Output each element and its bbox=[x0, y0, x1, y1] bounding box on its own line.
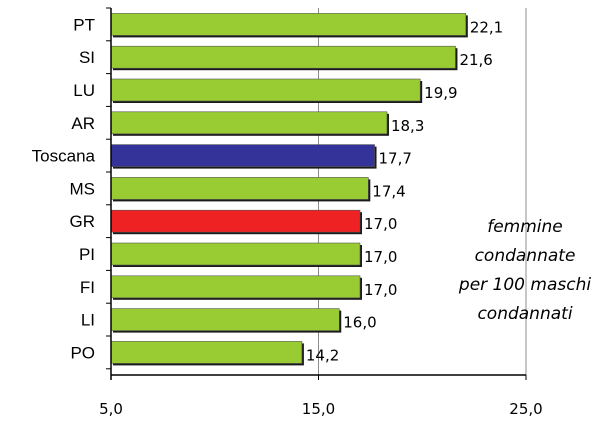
value-label: 17,0 bbox=[364, 248, 397, 266]
chart-annotation: femmine condannate per 100 maschi condan… bbox=[440, 213, 609, 329]
category-label: FI bbox=[80, 278, 95, 297]
value-label: 16,0 bbox=[343, 314, 376, 332]
annotation-line-3: per 100 maschi bbox=[458, 275, 592, 295]
category-label: AR bbox=[71, 114, 95, 133]
bar-li bbox=[110, 308, 340, 331]
value-label: 19,9 bbox=[424, 84, 457, 102]
annotation-line-2: condannate bbox=[474, 246, 576, 266]
value-label: 17,0 bbox=[364, 281, 397, 299]
category-label: Toscana bbox=[32, 147, 96, 166]
category-label: PI bbox=[79, 245, 95, 264]
bar-lu bbox=[110, 78, 421, 102]
axes bbox=[106, 7, 527, 380]
annotation-line-1: femmine bbox=[487, 217, 563, 237]
value-label: 17,7 bbox=[379, 150, 412, 168]
annotation-line-4: condannati bbox=[477, 304, 573, 324]
value-label: 17,0 bbox=[364, 215, 397, 233]
category-label: LU bbox=[73, 81, 95, 100]
bar-ar bbox=[110, 111, 388, 135]
bar-po bbox=[110, 341, 303, 364]
category-label: SI bbox=[79, 48, 95, 67]
value-label: 17,4 bbox=[372, 182, 405, 200]
bar-pt bbox=[110, 13, 467, 36]
value-label: 14,2 bbox=[306, 346, 339, 364]
bar-ms bbox=[110, 177, 369, 200]
value-label: 21,6 bbox=[459, 51, 492, 69]
x-tick-label: 15,0 bbox=[302, 400, 335, 418]
category-label: MS bbox=[70, 179, 96, 198]
category-label: PT bbox=[73, 15, 95, 34]
x-tick-label: 25,0 bbox=[509, 400, 542, 418]
bar-fi bbox=[110, 275, 361, 299]
bars bbox=[110, 13, 468, 366]
bar-gr bbox=[110, 209, 361, 233]
x-tick-label: 5,0 bbox=[99, 400, 123, 418]
category-label: LI bbox=[81, 311, 95, 330]
bar-pi bbox=[110, 242, 361, 266]
bar-si bbox=[110, 45, 456, 69]
bar-toscana bbox=[110, 144, 375, 167]
category-label: PO bbox=[70, 343, 95, 362]
value-label: 22,1 bbox=[470, 18, 503, 36]
labels: PT 22,1 SI 21,6 LU 19,9 AR 18,3 Toscana 17,7 MS 17,… bbox=[32, 15, 543, 418]
value-label: 18,3 bbox=[391, 117, 424, 135]
category-label: GR bbox=[70, 212, 96, 231]
